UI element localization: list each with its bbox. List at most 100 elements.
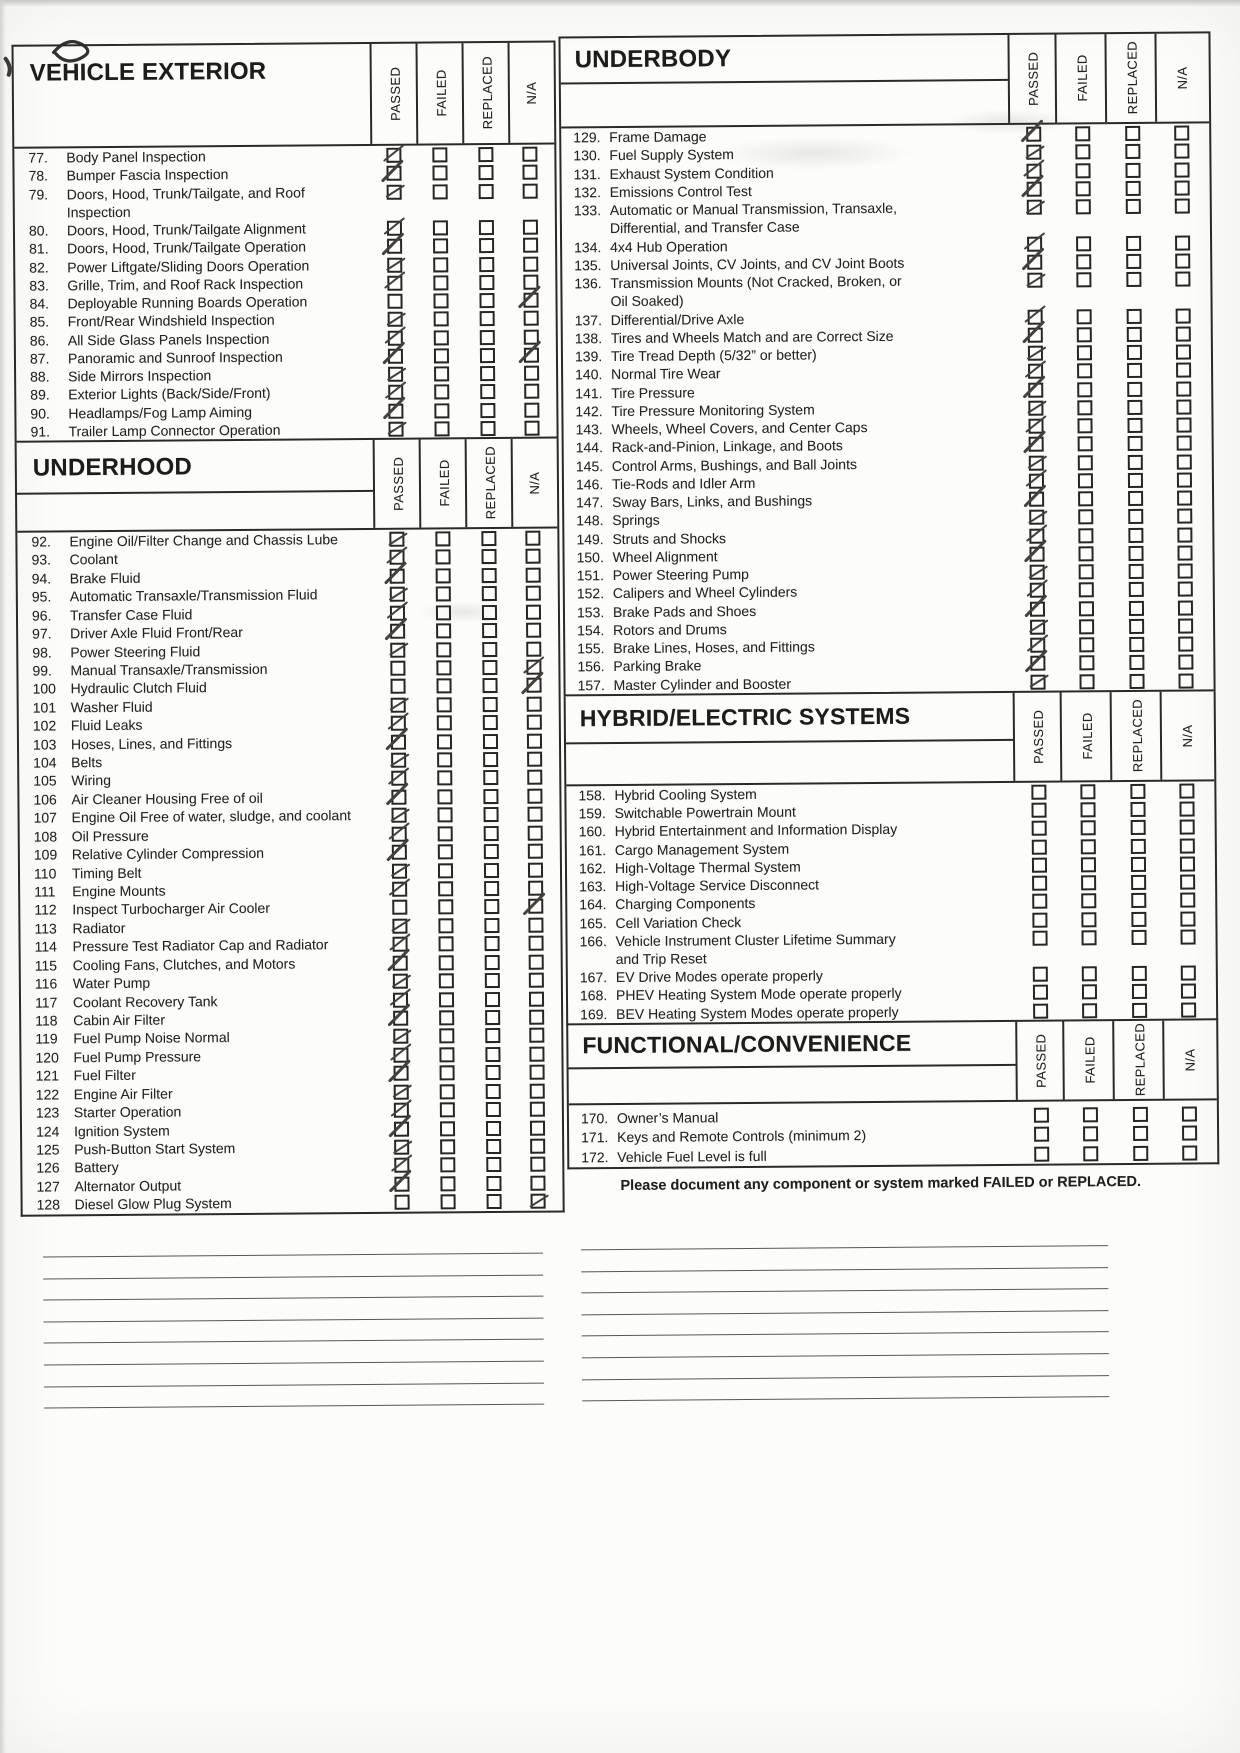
note-line xyxy=(43,1295,544,1301)
checkbox-cell xyxy=(1158,178,1206,196)
item-number: 121 xyxy=(35,1067,60,1084)
checkbox-cell xyxy=(469,953,515,970)
checkbox-na xyxy=(529,1101,545,1117)
checkbox-passed xyxy=(387,421,404,437)
checkbox-cell xyxy=(470,1118,516,1136)
checkbox-na xyxy=(525,585,541,602)
checkbox-cell xyxy=(1010,161,1057,179)
checkbox-na xyxy=(1177,654,1193,670)
section-hybrid-electric: HYBRID/ELECTRIC SYSTEMS PASSED FAILED RE… xyxy=(563,691,1219,1026)
column-header-replaced: REPLACED xyxy=(1131,1023,1148,1097)
checkbox-cell xyxy=(379,1193,425,1210)
checkbox-failed xyxy=(439,1083,455,1100)
checkbox-cell xyxy=(374,603,420,621)
section-header: HYBRID/ELECTRIC SYSTEMS PASSED FAILED RE… xyxy=(565,691,1215,787)
checkbox-failed xyxy=(1077,509,1093,525)
checkbox-na xyxy=(527,843,543,859)
item-label: Power Liftgate/Sliding Doors Operation xyxy=(67,256,310,275)
checkbox-passed xyxy=(1027,345,1044,361)
checkbox-cell xyxy=(422,898,468,915)
column-header-na-cell: N/A xyxy=(510,438,556,527)
checkbox-cell xyxy=(513,713,555,730)
checkbox-cell xyxy=(1015,783,1062,800)
checkbox-cell xyxy=(417,273,463,291)
checkbox-cell xyxy=(423,990,469,1007)
checkbox-passed xyxy=(386,293,403,309)
checkbox-cell xyxy=(463,236,509,254)
checkbox-cell xyxy=(372,401,418,419)
checkbox-cell xyxy=(1161,634,1209,652)
item-label: BEV Heating System Modes operate properl… xyxy=(616,1003,899,1022)
checkbox-cell xyxy=(468,897,514,915)
checkbox-passed xyxy=(389,605,405,621)
item-number: 160. xyxy=(578,823,607,840)
checkbox-cell xyxy=(1016,928,1063,946)
checkbox-cell xyxy=(417,255,463,272)
checkbox-cell xyxy=(1161,616,1209,634)
checkbox-cell xyxy=(377,972,423,989)
checkbox-na xyxy=(1179,838,1195,854)
checkbox-cell xyxy=(1059,361,1109,379)
checkbox-na xyxy=(529,1175,546,1191)
checkbox-cell xyxy=(1016,837,1063,855)
checkbox-cell xyxy=(1115,1124,1165,1142)
checkbox-replaced xyxy=(1126,308,1142,324)
checkbox-cell xyxy=(466,658,512,676)
item-label: Radiator xyxy=(72,919,126,937)
checkbox-passed xyxy=(391,863,407,879)
checkbox-replaced xyxy=(485,1065,501,1081)
checkbox-cell xyxy=(372,328,418,346)
checkbox-replaced xyxy=(1132,1106,1148,1122)
checkbox-cell xyxy=(1016,910,1063,928)
checkbox-na xyxy=(1177,673,1194,689)
checkbox-replaced xyxy=(485,1157,501,1173)
item-label: Fuel Pump Noise Normal xyxy=(73,1029,230,1047)
checkbox-failed xyxy=(1078,564,1094,580)
checkbox-cell xyxy=(1114,1000,1164,1018)
checkbox-replaced xyxy=(483,825,499,841)
item-number: 95. xyxy=(31,588,52,605)
checkbox-cell xyxy=(1010,125,1057,142)
item-number: 127 xyxy=(36,1178,60,1195)
checkbox-failed xyxy=(437,844,453,860)
checkbox-na xyxy=(1179,856,1195,872)
checkbox-cell xyxy=(377,953,423,971)
checkbox-cell xyxy=(510,327,552,345)
checkbox-replaced xyxy=(478,238,494,254)
item-number: 154. xyxy=(577,621,605,639)
item-number: 78. xyxy=(28,167,49,184)
checkbox-cell xyxy=(371,292,417,309)
checkbox-cell xyxy=(1014,636,1061,653)
item-label: Master Cylinder and Booster xyxy=(613,675,792,693)
checkbox-replaced xyxy=(479,311,495,327)
checkbox-cell xyxy=(1058,197,1108,215)
item-label: Air Cleaner Housing Free of oil xyxy=(71,789,263,808)
checkbox-cell xyxy=(1157,142,1205,159)
checkbox-passed xyxy=(1030,655,1046,672)
checkbox-failed xyxy=(1082,1126,1098,1142)
checkbox-na xyxy=(527,806,543,823)
checkbox-cell xyxy=(1159,361,1207,378)
checkbox-failed xyxy=(432,238,448,254)
checkbox-cell xyxy=(1163,909,1211,927)
checkbox-na xyxy=(1179,911,1195,927)
checkbox-replaced xyxy=(479,420,496,436)
checkbox-cell xyxy=(423,953,469,971)
checkbox-failed xyxy=(439,1065,455,1081)
checkbox-failed xyxy=(438,1010,454,1026)
item-label: Doors, Hood, Trunk/Tailgate Alignment xyxy=(66,220,306,239)
checkbox-cell xyxy=(463,181,509,199)
item-number: 168. xyxy=(579,987,608,1004)
checkbox-cell xyxy=(512,657,554,675)
checkbox-na xyxy=(523,347,539,363)
checkbox-cell xyxy=(469,934,515,952)
checkbox-failed xyxy=(437,826,453,842)
column-header-na: N/A xyxy=(1181,1048,1198,1072)
item-label: Brake Fluid xyxy=(69,569,141,587)
checkbox-passed xyxy=(387,348,403,364)
checkbox-cell xyxy=(372,310,418,328)
column-header-replaced-cell: REPLACED xyxy=(1109,691,1163,781)
checkbox-cell xyxy=(1012,362,1059,380)
checkbox-cell xyxy=(469,971,515,989)
checkbox-na xyxy=(528,991,544,1007)
